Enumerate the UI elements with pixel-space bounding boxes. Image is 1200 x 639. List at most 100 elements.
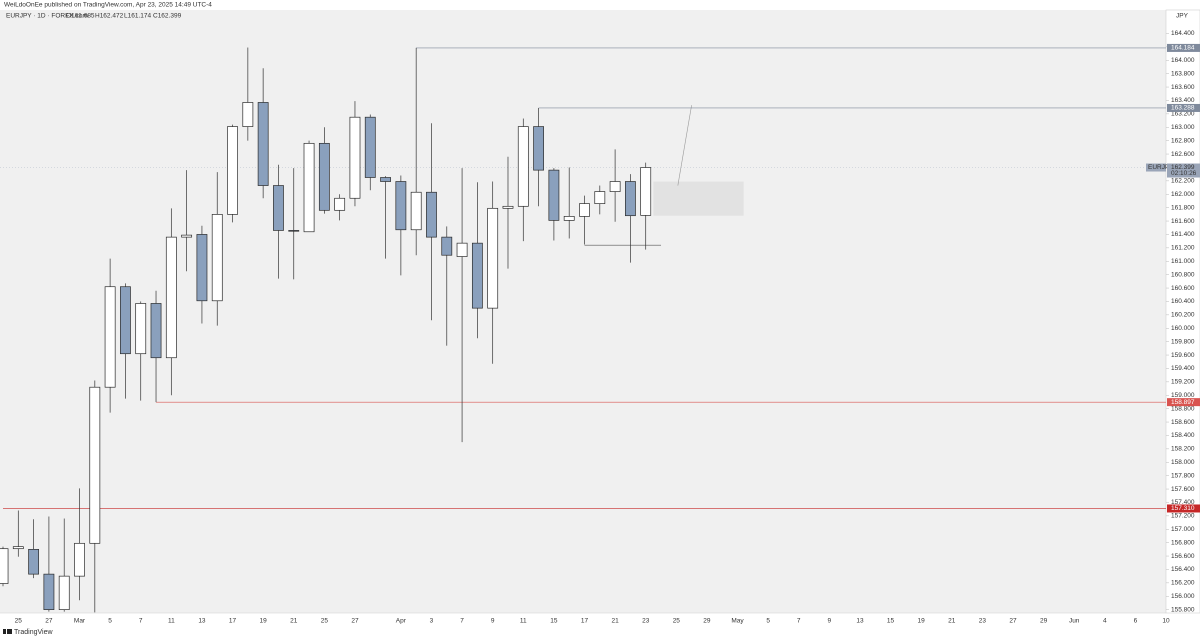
x-tick-label: 23 — [642, 618, 650, 625]
level-label: 158.897 — [1171, 399, 1195, 406]
candle-body — [426, 191, 437, 238]
candle-body — [43, 573, 55, 611]
x-tick-label: 13 — [856, 618, 864, 625]
candle-body — [334, 197, 346, 211]
x-tick-label: 27 — [1009, 618, 1017, 625]
candle-body — [227, 126, 238, 215]
x-tick-label: 25 — [673, 618, 681, 625]
y-tick-label: 159.000 — [1171, 392, 1195, 399]
y-tick-label: 157.800 — [1171, 472, 1195, 479]
candle-body — [410, 191, 422, 231]
candle-body — [104, 286, 116, 388]
candle-body — [533, 126, 544, 171]
y-tick-label: 163.000 — [1171, 124, 1195, 131]
candle-body — [487, 207, 499, 309]
y-tick-label: 158.000 — [1171, 459, 1195, 466]
y-tick-label: 160.200 — [1171, 312, 1195, 319]
candle-body — [242, 102, 254, 127]
x-tick-label: 11 — [520, 618, 527, 625]
level-label: 164.184 — [1171, 45, 1195, 52]
y-tick-label: 160.000 — [1171, 325, 1195, 332]
candle-body — [349, 116, 361, 199]
y-tick-label: 163.200 — [1171, 111, 1195, 118]
y-tick-label: 157.600 — [1171, 486, 1195, 493]
x-tick-label: 17 — [581, 618, 589, 625]
y-tick-label: 157.200 — [1171, 513, 1195, 520]
y-tick-label: 161.000 — [1171, 258, 1195, 265]
x-tick-label: 9 — [491, 618, 495, 625]
candle-body — [211, 214, 223, 302]
y-tick-label: 163.600 — [1171, 84, 1195, 91]
candle-body — [579, 203, 590, 217]
candle-body — [456, 242, 468, 257]
last-price-box — [1167, 163, 1200, 178]
y-tick-label: 163.400 — [1171, 97, 1195, 104]
level-label: 163.288 — [1171, 105, 1195, 112]
y-tick-label: 159.600 — [1171, 352, 1195, 359]
last-price-label: 162.399 — [1171, 164, 1195, 171]
y-tick-label: 156.800 — [1171, 539, 1195, 546]
y-tick-label: 158.600 — [1171, 419, 1195, 426]
x-tick-label: 21 — [948, 618, 956, 625]
candle-body — [609, 181, 621, 192]
symbol-box — [1146, 163, 1166, 172]
y-tick-label: 159.400 — [1171, 365, 1195, 372]
x-tick-label: 29 — [1040, 618, 1048, 625]
candle-body — [0, 548, 9, 584]
y-tick-label: 158.200 — [1171, 446, 1195, 453]
y-tick-label: 157.000 — [1171, 526, 1195, 533]
brand: TradingView — [14, 629, 53, 636]
y-tick-label: 162.600 — [1171, 151, 1195, 158]
candle-body — [273, 185, 284, 231]
x-tick-label: 21 — [290, 618, 298, 625]
ohlc-label: C162.399 — [153, 13, 182, 20]
y-tick-label: 159.200 — [1171, 379, 1195, 386]
candle-body — [594, 191, 606, 204]
x-tick-label: 25 — [15, 618, 23, 625]
level-label: 157.310 — [1171, 505, 1195, 512]
y-tick-label: 162.200 — [1171, 178, 1195, 185]
x-tick-label: 27 — [351, 618, 359, 625]
x-tick-label: 7 — [797, 618, 801, 625]
x-tick-label: 15 — [887, 618, 895, 625]
x-tick-label: 29 — [703, 618, 711, 625]
candle-body — [165, 236, 177, 359]
x-tick-label: Apr — [396, 618, 407, 625]
candle-body — [150, 303, 162, 359]
y-tick-label: 163.800 — [1171, 70, 1195, 77]
chart-header: EURJPY · 1D · FOREX.com — [6, 13, 88, 20]
candle-body — [548, 169, 560, 221]
candle-body — [395, 181, 407, 231]
y-tick-label: 159.800 — [1171, 338, 1195, 345]
candle-body — [640, 167, 652, 216]
candle-body — [135, 303, 147, 355]
x-tick-label: 17 — [229, 618, 237, 625]
level-label-box — [1167, 398, 1200, 407]
symbol-label: EURJPY — [1148, 164, 1174, 171]
x-tick-label: Jun — [1069, 618, 1080, 625]
candle-body — [563, 216, 575, 221]
candle-body — [471, 242, 483, 309]
y-tick-label: 156.400 — [1171, 566, 1195, 573]
x-tick-label: 4 — [1103, 618, 1107, 625]
candle-body — [288, 230, 300, 232]
candle-body — [120, 286, 131, 355]
x-tick-label: 3 — [430, 618, 434, 625]
candle-body — [28, 548, 40, 575]
x-tick-label: 19 — [260, 618, 268, 625]
y-tick-label: 161.600 — [1171, 218, 1195, 225]
x-tick-label: 23 — [979, 618, 987, 625]
y-tick-label: 162.000 — [1171, 191, 1195, 198]
candle-body — [303, 142, 315, 233]
candle-body — [12, 546, 24, 550]
x-tick-label: 21 — [611, 618, 619, 625]
y-tick-label: 161.200 — [1171, 245, 1195, 252]
x-tick-label: 11 — [168, 618, 175, 625]
y-tick-label: 161.800 — [1171, 204, 1195, 211]
ohlc-label: L161.174 — [124, 13, 151, 20]
candle-body — [517, 126, 529, 207]
x-tick-label: 19 — [918, 618, 926, 625]
plot-background — [0, 10, 1166, 613]
y-tick-label: 164.000 — [1171, 57, 1195, 64]
